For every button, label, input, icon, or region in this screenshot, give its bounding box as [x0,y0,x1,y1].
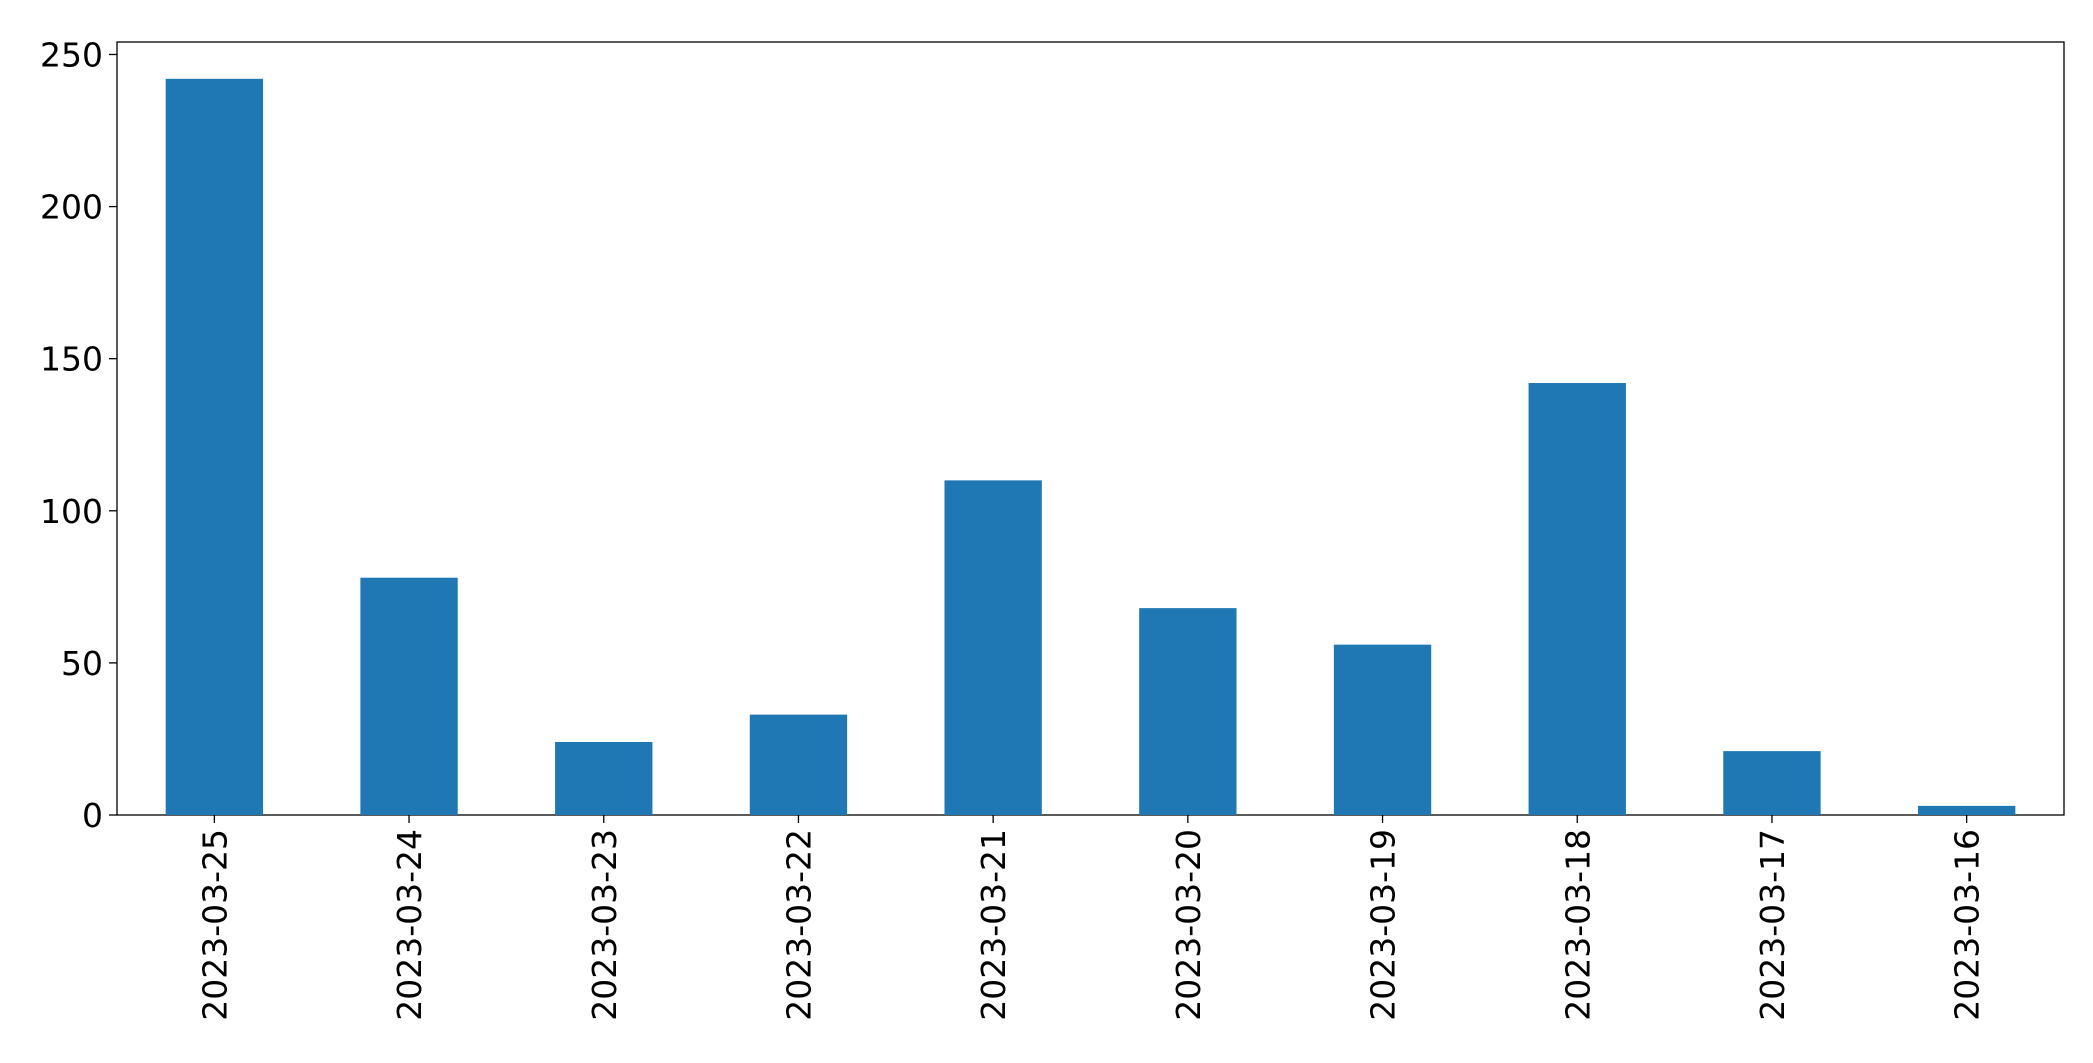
plot-frame [116,41,2065,816]
bar [360,577,458,815]
bar [1528,383,1626,815]
bar [1139,608,1237,815]
y-tick-label: 200 [40,188,103,227]
x-tick-label: 2023-03-16 [1948,829,1987,1021]
x-tick-label: 2023-03-19 [1364,829,1403,1021]
x-tick-label: 2023-03-22 [779,829,818,1021]
bar [1333,644,1432,815]
bar [165,78,264,816]
y-tick-label: 100 [40,492,103,531]
bar [944,480,1042,815]
y-tick-label: 0 [82,796,103,835]
y-tick-label: 250 [40,35,103,74]
y-tick-label: 150 [40,340,103,379]
x-tick-label: 2023-03-20 [1169,829,1208,1021]
bar [749,714,848,815]
x-tick-label: 2023-03-25 [195,829,234,1021]
bar [555,741,653,815]
y-tick-label: 50 [61,644,103,683]
x-tick-label: 2023-03-17 [1753,829,1792,1021]
x-tick-label: 2023-03-21 [974,829,1013,1021]
bar [1723,751,1821,815]
x-tick-label: 2023-03-23 [585,829,624,1021]
x-tick-label: 2023-03-18 [1558,829,1597,1021]
x-tick-label: 2023-03-24 [390,829,429,1021]
bar [1917,805,2016,815]
